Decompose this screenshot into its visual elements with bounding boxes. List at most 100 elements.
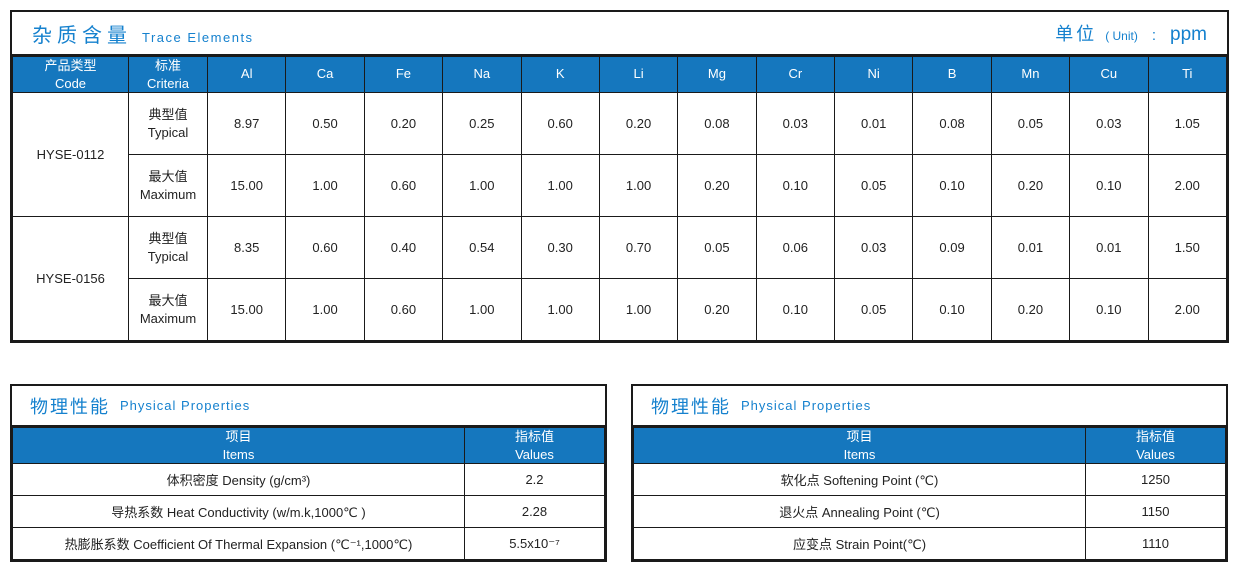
criteria-cell-maximum: 最大值 Maximum bbox=[128, 154, 208, 218]
trace-value-cell: 0.25 bbox=[442, 92, 522, 156]
trace-value-cell: 1.00 bbox=[598, 278, 679, 342]
value-cell: 5.5x10⁻⁷ bbox=[464, 527, 605, 561]
product-code-cell: HYSE-0156 bbox=[12, 216, 129, 342]
trace-value-cell: 0.05 bbox=[990, 92, 1071, 156]
trace-elements-table: 产品类型 Code 标准 Criteria Al Ca Fe Na K Li M… bbox=[12, 55, 1227, 342]
value-cell: 2.2 bbox=[464, 463, 605, 497]
criteria-label-zh: 最大值 bbox=[148, 293, 188, 309]
trace-value-cell: 1.00 bbox=[285, 154, 365, 218]
trace-value-cell: 0.08 bbox=[912, 92, 992, 156]
trace-value-cell: 2.00 bbox=[1147, 278, 1227, 342]
unit-label-zh: 单位 bbox=[1055, 24, 1098, 44]
values-header-en: Values bbox=[1136, 446, 1175, 462]
physical-properties-table-left: 项目 Items 指标值 Values 体积密度 Density (g/cm³)… bbox=[12, 426, 605, 561]
trace-value-cell: 0.10 bbox=[755, 278, 836, 342]
items-header-zh: 项目 bbox=[846, 429, 873, 444]
trace-elements-card: 杂质含量 Trace Elements 单位 ( Unit) : ppm 产品类… bbox=[10, 10, 1229, 344]
trace-value-cell: 0.03 bbox=[1069, 92, 1149, 156]
trace-value-cell: 1.00 bbox=[520, 278, 600, 342]
physical-title-zh: 物理性能 bbox=[651, 396, 731, 417]
criteria-label-en: Typical bbox=[147, 248, 189, 264]
trace-value-cell: 1.00 bbox=[285, 278, 365, 342]
trace-title-zh: 杂质含量 bbox=[32, 24, 132, 47]
table-row: 最大值 Maximum 15.00 1.00 0.60 1.00 1.00 1.… bbox=[13, 278, 1227, 342]
trace-value-cell: 0.05 bbox=[677, 216, 757, 280]
trace-value-cell: 0.10 bbox=[1069, 154, 1149, 218]
trace-value-cell: 0.54 bbox=[442, 216, 522, 280]
element-header-cell: Mn bbox=[990, 55, 1071, 94]
element-header-cell: Cr bbox=[755, 55, 836, 94]
values-header-en: Values bbox=[515, 446, 554, 462]
trace-value-cell: 0.20 bbox=[363, 92, 444, 156]
trace-value-cell: 0.10 bbox=[1069, 278, 1149, 342]
item-cell: 热膨胀系数 Coefficient Of Thermal Expansion (… bbox=[12, 527, 465, 561]
trace-value-cell: 15.00 bbox=[206, 154, 287, 218]
trace-value-cell: 0.06 bbox=[755, 216, 836, 280]
element-header-cell: Al bbox=[206, 55, 287, 94]
trace-value-cell: 0.40 bbox=[363, 216, 444, 280]
physical-properties-card-left: 物理性能 Physical Properties 项目 Items 指标值 Va… bbox=[10, 384, 607, 563]
criteria-header-en: Criteria bbox=[147, 75, 189, 91]
criteria-header: 标准 Criteria bbox=[128, 55, 208, 94]
product-code-header-zh: 产品类型 bbox=[44, 58, 97, 73]
physical-title-row: 物理性能 Physical Properties bbox=[633, 386, 1226, 427]
trace-value-cell: 0.10 bbox=[912, 278, 992, 342]
item-cell: 应变点 Strain Point(℃) bbox=[633, 527, 1086, 561]
criteria-header-zh: 标准 bbox=[154, 58, 181, 73]
unit-label-en: ( Unit) bbox=[1105, 29, 1138, 43]
table-row: 退火点 Annealing Point (℃) 1150 bbox=[633, 495, 1226, 529]
values-header: 指标值 Values bbox=[1085, 426, 1226, 465]
trace-value-cell: 1.00 bbox=[520, 154, 600, 218]
criteria-cell-typical: 典型值 Typical bbox=[128, 92, 208, 156]
value-cell: 1250 bbox=[1085, 463, 1226, 497]
element-header-cell: Li bbox=[598, 55, 679, 94]
trace-title-en: Trace Elements bbox=[142, 29, 254, 45]
physical-title-row: 物理性能 Physical Properties bbox=[12, 386, 605, 427]
trace-value-cell: 1.00 bbox=[442, 154, 522, 218]
criteria-label-en: Typical bbox=[147, 124, 189, 140]
trace-value-cell: 0.01 bbox=[833, 92, 914, 156]
values-header-zh: 指标值 bbox=[514, 429, 554, 444]
element-header-cell: Na bbox=[442, 55, 522, 94]
table-row: 最大值 Maximum 15.00 1.00 0.60 1.00 1.00 1.… bbox=[13, 154, 1227, 218]
trace-value-cell: 15.00 bbox=[206, 278, 287, 342]
trace-value-cell: 8.35 bbox=[206, 216, 287, 280]
trace-value-cell: 8.97 bbox=[206, 92, 287, 156]
values-header: 指标值 Values bbox=[464, 426, 605, 465]
trace-value-cell: 0.50 bbox=[285, 92, 365, 156]
criteria-label-zh: 典型值 bbox=[148, 231, 188, 247]
element-header-cell: Fe bbox=[363, 55, 444, 94]
criteria-label-zh: 最大值 bbox=[148, 169, 188, 185]
trace-value-cell: 0.09 bbox=[912, 216, 992, 280]
table-row: 软化点 Softening Point (℃) 1250 bbox=[633, 463, 1226, 497]
table-row: HYSE-0112 典型值 Typical 8.97 0.50 0.20 0.2… bbox=[12, 92, 1227, 218]
trace-value-cell: 0.20 bbox=[990, 278, 1071, 342]
physical-title-en: Physical Properties bbox=[120, 398, 251, 413]
trace-value-cell: 0.60 bbox=[520, 92, 600, 156]
trace-value-cell: 1.00 bbox=[442, 278, 522, 342]
table-row: 体积密度 Density (g/cm³) 2.2 bbox=[12, 463, 605, 497]
trace-value-cell: 0.05 bbox=[833, 154, 914, 218]
value-cell: 1110 bbox=[1085, 527, 1226, 561]
element-header-cell: Ca bbox=[285, 55, 365, 94]
unit-value: ppm bbox=[1170, 24, 1207, 45]
trace-title-group: 杂质含量 Trace Elements bbox=[32, 19, 254, 48]
items-header-en: Items bbox=[222, 446, 255, 462]
physical-properties-card-right: 物理性能 Physical Properties 项目 Items 指标值 Va… bbox=[631, 384, 1228, 563]
trace-card-title-row: 杂质含量 Trace Elements 单位 ( Unit) : ppm bbox=[12, 12, 1227, 56]
criteria-cell-maximum: 最大值 Maximum bbox=[128, 278, 208, 342]
items-header: 项目 Items bbox=[633, 426, 1086, 465]
trace-value-cell: 0.60 bbox=[363, 154, 444, 218]
trace-header-row: 产品类型 Code 标准 Criteria Al Ca Fe Na K Li M… bbox=[12, 55, 1227, 94]
trace-value-cell: 0.03 bbox=[755, 92, 836, 156]
value-cell: 2.28 bbox=[464, 495, 605, 529]
unit-colon: : bbox=[1151, 27, 1157, 44]
values-header-zh: 指标值 bbox=[1135, 429, 1175, 444]
items-header-zh: 项目 bbox=[225, 429, 252, 444]
criteria-label-zh: 典型值 bbox=[148, 107, 188, 123]
trace-value-cell: 0.03 bbox=[833, 216, 914, 280]
trace-value-cell: 2.00 bbox=[1147, 154, 1227, 218]
table-row: HYSE-0156 典型值 Typical 8.35 0.60 0.40 0.5… bbox=[12, 216, 1227, 342]
items-header: 项目 Items bbox=[12, 426, 465, 465]
